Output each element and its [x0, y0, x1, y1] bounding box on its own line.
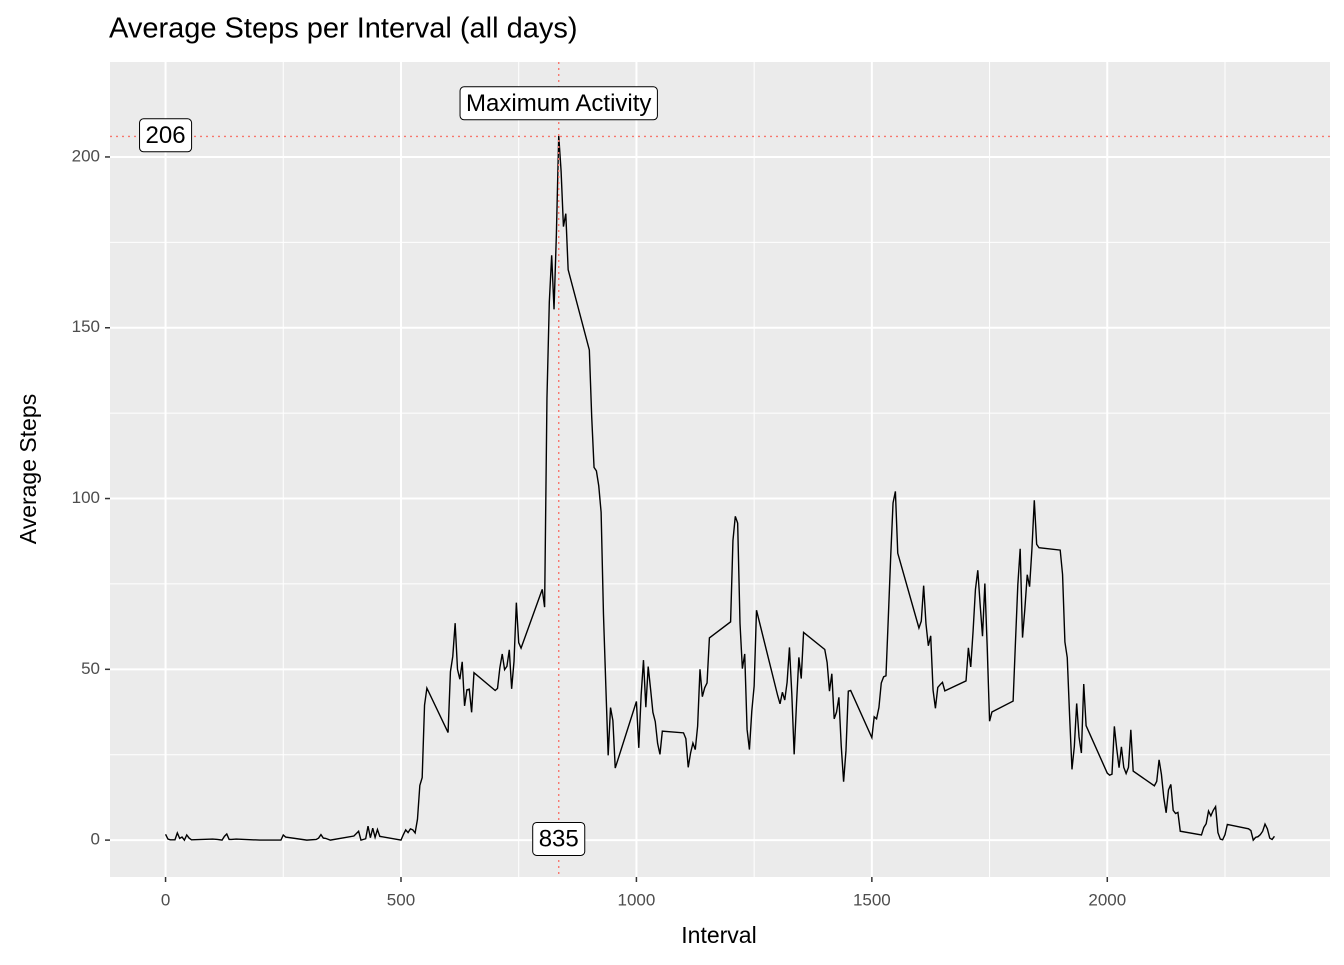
- max-label: Maximum Activity: [466, 90, 651, 117]
- max-label-box: [459, 86, 658, 121]
- y-tick-label: 50: [81, 659, 100, 678]
- max-interval-label: 835: [539, 825, 579, 852]
- y-tick-label: 0: [91, 830, 100, 849]
- chart-title: Average Steps per Interval (all days): [109, 13, 578, 45]
- y-tick-label: 100: [72, 488, 100, 507]
- x-tick-label: 500: [387, 890, 415, 909]
- max-steps-label-box: [139, 118, 193, 153]
- y-axis-title: Average Steps: [15, 394, 41, 544]
- data-line: [164, 135, 1275, 842]
- x-tick-label: 2000: [1088, 890, 1126, 909]
- y-tick-label: 200: [72, 146, 100, 165]
- max-steps-label: 206: [146, 122, 186, 149]
- panel: [110, 62, 1330, 877]
- y-tick-label: 150: [72, 317, 100, 336]
- x-tick-label: 1000: [618, 890, 656, 909]
- x-tick-label: 0: [161, 890, 170, 909]
- max-interval-label-box: [532, 821, 586, 856]
- x-tick-label: 1500: [853, 890, 891, 909]
- x-axis-title: Interval: [681, 922, 756, 948]
